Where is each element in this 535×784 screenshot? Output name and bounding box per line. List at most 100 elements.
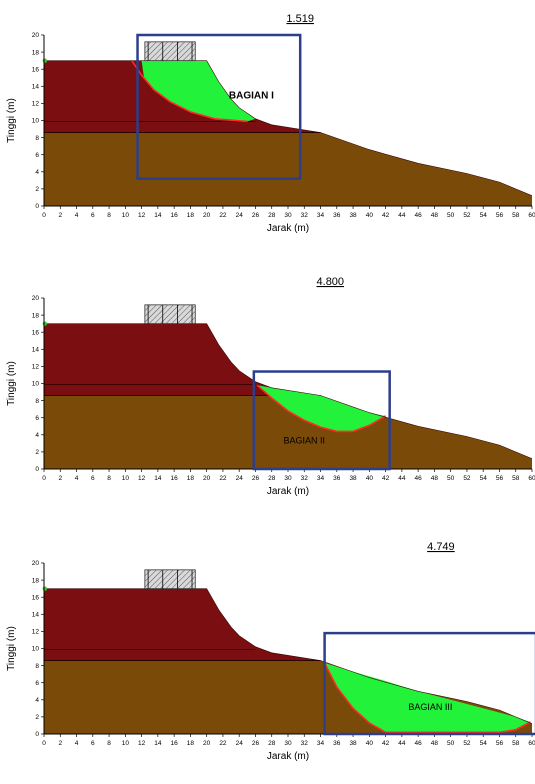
x-tick-label: 30: [284, 475, 292, 482]
x-tick-label: 54: [480, 475, 488, 482]
x-tick-label: 18: [187, 475, 195, 482]
x-tick-label: 36: [333, 475, 341, 482]
y-tick-label: 0: [35, 731, 39, 738]
x-tick-label: 20: [203, 740, 211, 747]
x-tick-label: 56: [496, 212, 504, 219]
x-tick-label: 52: [463, 475, 471, 482]
entry-marker: [42, 58, 48, 63]
x-tick-label: 10: [122, 740, 130, 747]
x-tick-label: 24: [236, 212, 244, 219]
ground-surface-line: [44, 60, 533, 196]
y-tick-label: 2: [35, 449, 39, 456]
x-tick-label: 6: [91, 212, 95, 219]
x-tick-label: 8: [107, 475, 111, 482]
y-tick-label: 18: [32, 312, 40, 319]
x-tick-label: 4: [75, 475, 79, 482]
x-tick-label: 20: [203, 212, 211, 219]
y-tick-label: 8: [35, 398, 39, 405]
x-tick-label: 2: [58, 740, 62, 747]
x-tick-label: 18: [187, 740, 195, 747]
x-tick-label: 8: [107, 740, 111, 747]
x-tick-label: 42: [382, 740, 390, 747]
region-label: BAGIAN III: [408, 702, 452, 712]
y-tick-label: 14: [32, 84, 40, 91]
y-tick-label: 12: [32, 101, 40, 108]
x-axis-label: Jarak (m): [267, 223, 309, 234]
y-axis-label: Tinggi (m): [6, 626, 17, 671]
y-tick-label: 18: [32, 577, 40, 584]
x-tick-label: 58: [512, 740, 520, 747]
x-tick-label: 6: [91, 740, 95, 747]
x-tick-label: 34: [317, 475, 325, 482]
x-tick-label: 16: [171, 740, 179, 747]
x-tick-label: 2: [58, 475, 62, 482]
upper-soil-layer: [44, 588, 321, 661]
factor-of-safety-label: 4.749: [427, 541, 455, 553]
x-tick-label: 50: [447, 212, 455, 219]
x-tick-label: 12: [138, 475, 146, 482]
x-tick-label: 40: [366, 740, 374, 747]
x-tick-label: 26: [252, 475, 260, 482]
entry-marker: [42, 586, 48, 591]
x-tick-label: 40: [366, 475, 374, 482]
x-tick-label: 22: [219, 212, 227, 219]
y-tick-label: 12: [32, 629, 40, 636]
y-tick-label: 14: [32, 612, 40, 619]
y-tick-label: 10: [32, 118, 40, 125]
x-tick-label: 20: [203, 475, 211, 482]
x-tick-label: 32: [301, 740, 309, 747]
x-tick-label: 50: [447, 740, 455, 747]
x-tick-label: 18: [187, 212, 195, 219]
load-block-hatch: [144, 304, 196, 324]
x-tick-label: 10: [122, 212, 130, 219]
x-tick-label: 14: [154, 740, 162, 747]
x-tick-label: 10: [122, 475, 130, 482]
x-tick-label: 36: [333, 212, 341, 219]
x-tick-label: 40: [366, 212, 374, 219]
stability-chart-bagian-1: 0 2 4 6 8 10 12 14 16 18 20 22 24 26 28 30 32 34 36 38 40 42 4…: [0, 0, 535, 256]
x-tick-label: 28: [268, 475, 276, 482]
region-label: BAGIAN II: [284, 435, 326, 445]
x-tick-label: 38: [349, 475, 357, 482]
x-tick-label: 0: [42, 475, 46, 482]
highlight-box: [136, 33, 302, 180]
x-tick-label: 48: [431, 740, 439, 747]
x-tick-label: 24: [236, 475, 244, 482]
x-tick-label: 46: [415, 212, 423, 219]
x-tick-label: 44: [398, 212, 406, 219]
y-tick-label: 12: [32, 364, 40, 371]
x-tick-label: 46: [415, 740, 423, 747]
slip-surface-line: [323, 662, 531, 734]
y-tick-label: 0: [35, 203, 39, 210]
x-tick-label: 38: [349, 212, 357, 219]
x-tick-label: 42: [382, 475, 390, 482]
highlight-box: [252, 370, 391, 471]
x-tick-label: 12: [138, 740, 146, 747]
x-tick-label: 6: [91, 475, 95, 482]
ground-surface-line: [44, 323, 533, 459]
y-tick-label: 16: [32, 594, 40, 601]
chart-svg: 0 2 4 6 8 10 12 14 16 18 20 22 24 26 28 30 32 34 36 38 40 42 4…: [6, 276, 535, 497]
x-tick-label: 16: [171, 475, 179, 482]
x-tick-label: 46: [415, 475, 423, 482]
x-tick-label: 34: [317, 212, 325, 219]
stability-chart-bagian-2: 0 2 4 6 8 10 12 14 16 18 20 22 24 26 28 30 32 34 36 38 40 42 4…: [0, 263, 535, 519]
x-tick-label: 0: [42, 212, 46, 219]
x-tick-label: 16: [171, 212, 179, 219]
slip-zone: [324, 663, 531, 733]
x-tick-label: 12: [138, 212, 146, 219]
x-tick-label: 54: [480, 740, 488, 747]
x-tick-label: 8: [107, 212, 111, 219]
x-tick-label: 48: [431, 475, 439, 482]
x-tick-label: 60: [528, 740, 535, 747]
x-tick-label: 60: [528, 475, 535, 482]
highlight-box: [323, 631, 535, 736]
x-tick-label: 4: [75, 740, 79, 747]
chart-svg: 0 2 4 6 8 10 12 14 16 18 20 22 24 26 28 30 32 34 36 38 40 42 4…: [6, 13, 535, 234]
region-label: BAGIAN I: [229, 90, 274, 101]
y-tick-label: 18: [32, 49, 40, 56]
y-tick-label: 16: [32, 66, 40, 73]
x-tick-label: 22: [219, 740, 227, 747]
x-tick-label: 44: [398, 740, 406, 747]
x-axis-label: Jarak (m): [267, 486, 309, 497]
